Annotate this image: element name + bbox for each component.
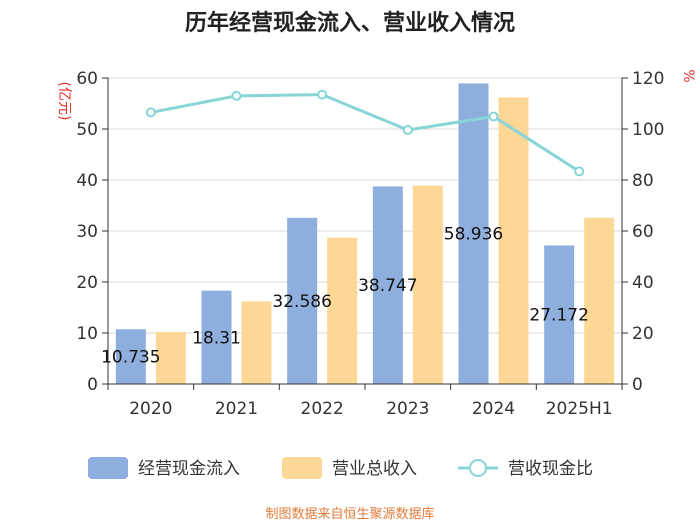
right-tick-label: 80 <box>632 171 654 191</box>
data-label: 18.31 <box>192 328 241 348</box>
axes: 0 10 20 30 40 50 60 0 20 40 60 80 100 120 2020 2021 2022… <box>76 69 664 419</box>
legend-label-cash-inflow: 经营现金流入 <box>138 459 240 479</box>
left-tick-label: 30 <box>76 222 98 242</box>
right-tick-label: 0 <box>632 375 643 395</box>
bar-cash-inflow <box>544 245 575 384</box>
bar-cash-inflow <box>372 186 403 384</box>
bar-revenue <box>155 331 186 384</box>
right-tick-label: 120 <box>632 69 664 89</box>
bar-revenue <box>327 237 358 384</box>
right-tick-label: 20 <box>632 324 654 344</box>
source-note: 制图数据来自恒生聚源数据库 <box>265 506 434 522</box>
bar-cash-inflow <box>201 290 232 384</box>
chart-title: 历年经营现金流入、营业收入情况 <box>185 10 515 36</box>
data-label: 10.735 <box>101 348 160 368</box>
data-label: 58.936 <box>444 225 503 245</box>
line-point <box>488 111 499 122</box>
bar-cash-inflow <box>458 83 489 385</box>
legend-swatch-marker <box>469 459 487 477</box>
bar-series <box>115 83 615 385</box>
bar-cash-inflow <box>115 329 146 384</box>
right-tick-label: 100 <box>632 120 664 140</box>
bar-revenue <box>412 185 443 384</box>
legend-label-revenue: 营业总收入 <box>332 459 417 479</box>
bar-cash-inflow <box>287 217 318 384</box>
data-label: 38.747 <box>358 276 417 296</box>
grid-lines <box>108 77 622 334</box>
line-point <box>402 125 413 136</box>
data-labels: 10.735 18.31 32.586 38.747 58.936 27.172 <box>101 225 589 368</box>
bar-revenue <box>498 97 529 384</box>
right-tick-label: 40 <box>632 273 654 293</box>
legend-swatch-revenue <box>282 457 322 479</box>
legend-swatch-cash-inflow <box>88 457 128 479</box>
line-point <box>231 90 242 101</box>
x-tick-label: 2020 <box>129 399 172 419</box>
x-tick-label: 2024 <box>472 399 515 419</box>
left-tick-label: 60 <box>76 69 98 89</box>
line-point <box>317 89 328 100</box>
left-axis-unit: (亿元) <box>56 82 72 121</box>
bar-revenue <box>584 217 615 384</box>
data-label: 27.172 <box>529 306 588 326</box>
x-tick-label: 2025H1 <box>546 399 613 419</box>
left-tick-label: 50 <box>76 120 98 140</box>
line-point <box>574 166 585 177</box>
x-tick-label: 2023 <box>386 399 429 419</box>
left-tick-label: 40 <box>76 171 98 191</box>
line-series <box>145 89 585 177</box>
line-cash-ratio <box>150 93 580 173</box>
legend-label-cash-ratio: 营收现金比 <box>508 459 593 479</box>
data-label: 32.586 <box>272 292 331 312</box>
left-tick-label: 10 <box>76 324 98 344</box>
left-tick-label: 0 <box>87 375 98 395</box>
right-axis-unit: % <box>680 69 696 82</box>
x-tick-label: 2021 <box>215 399 258 419</box>
right-tick-label: 60 <box>632 222 654 242</box>
left-tick-label: 20 <box>76 273 98 293</box>
x-tick-label: 2022 <box>301 399 344 419</box>
line-point <box>145 107 156 118</box>
legend: 经营现金流入 营业总收入 营收现金比 <box>88 457 593 479</box>
bar-revenue <box>241 301 272 384</box>
